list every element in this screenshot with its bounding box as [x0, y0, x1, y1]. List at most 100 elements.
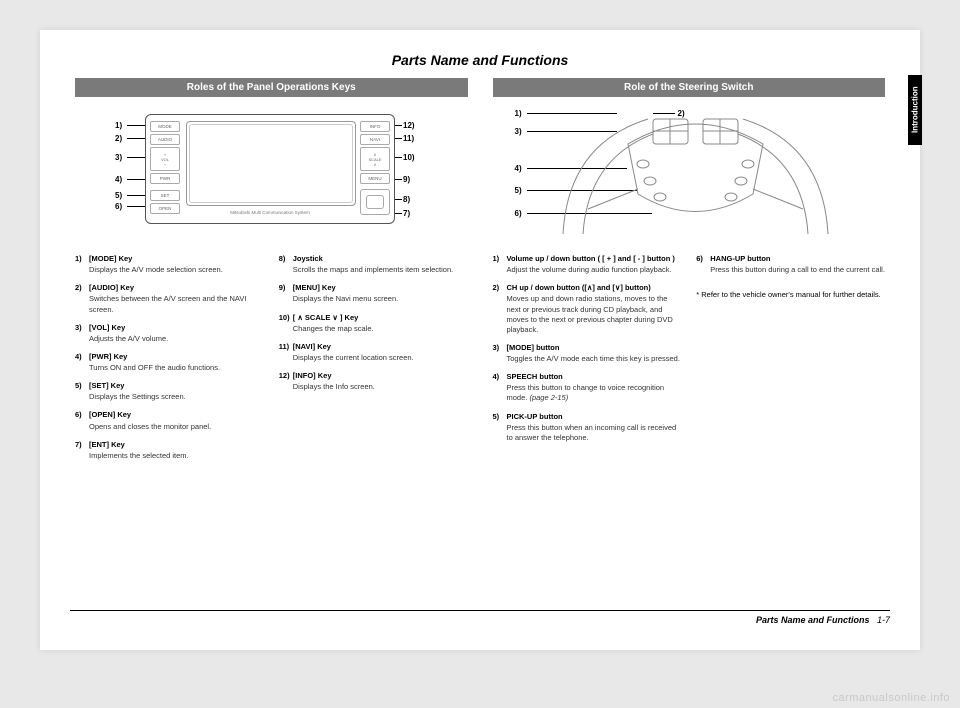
footer-label: Parts Name and Functions: [756, 615, 870, 625]
callout-s3: 3): [515, 127, 522, 136]
section-steering: Role of the Steering Switch 1) 2) 3) 4) …: [493, 78, 886, 469]
desc-item: 8)JoystickScrolls the maps and implement…: [279, 254, 468, 275]
desc-num: 5): [75, 381, 89, 402]
main-columns: Roles of the Panel Operations Keys 1) 2)…: [40, 78, 920, 469]
desc-title: [PWR] Key: [89, 352, 264, 362]
desc-title: [MODE] button: [507, 343, 682, 353]
page: Parts Name and Functions Introduction Ro…: [40, 30, 920, 650]
desc-title: Volume up / down button ( [ + ] and [ - …: [507, 254, 682, 264]
desc-item: 11)[NAVI] KeyDisplays the current locati…: [279, 342, 468, 363]
callout-4: 4): [115, 175, 122, 184]
desc-num: 3): [493, 343, 507, 364]
btn-scale: ∧SCALE∨: [360, 147, 390, 171]
desc-title: [VOL] Key: [89, 323, 264, 333]
footer-page: 1-7: [877, 615, 890, 625]
desc-item: 4)[PWR] KeyTurns ON and OFF the audio fu…: [75, 352, 264, 373]
desc-num: 5): [493, 412, 507, 443]
section-panel-keys: Roles of the Panel Operations Keys 1) 2)…: [75, 78, 468, 469]
desc-text: Press this button during a call to end t…: [710, 265, 885, 275]
desc-body: [MENU] KeyDisplays the Navi menu screen.: [293, 283, 468, 304]
desc-text: Opens and closes the monitor panel.: [89, 422, 264, 432]
callout-s4: 4): [515, 164, 522, 173]
desc-body: HANG-UP buttonPress this button during a…: [710, 254, 885, 275]
callout-s6: 6): [515, 209, 522, 218]
side-tab: Introduction: [908, 75, 922, 145]
desc-body: [MODE] KeyDisplays the A/V mode selectio…: [89, 254, 264, 275]
monitor-screen-inner: [189, 124, 353, 203]
note: * Refer to the vehicle owner's manual fo…: [696, 290, 885, 300]
system-label: Mitsubishi Multi Communication System: [146, 210, 394, 215]
desc-body: JoystickScrolls the maps and implements …: [293, 254, 468, 275]
desc-item: 2)CH up / down button ([∧] and [∨] butto…: [493, 283, 682, 335]
steering-col1: 1)Volume up / down button ( [ + ] and [ …: [493, 254, 682, 451]
desc-title: [AUDIO] Key: [89, 283, 264, 293]
monitor-frame: Mitsubishi Multi Communication System MO…: [145, 114, 395, 224]
page-title: Parts Name and Functions: [40, 30, 920, 78]
desc-body: [NAVI] KeyDisplays the current location …: [293, 342, 468, 363]
desc-num: 3): [75, 323, 89, 344]
desc-body: [MODE] buttonToggles the A/V mode each t…: [507, 343, 682, 364]
desc-title: PICK-UP button: [507, 412, 682, 422]
callout-10: 10): [403, 153, 415, 162]
desc-body: [INFO] KeyDisplays the Info screen.: [293, 371, 468, 392]
desc-item: 2)[AUDIO] KeySwitches between the A/V sc…: [75, 283, 264, 314]
callout-12: 12): [403, 121, 415, 130]
desc-text: Displays the Info screen.: [293, 382, 468, 392]
desc-title: [MENU] Key: [293, 283, 468, 293]
callout-9: 9): [403, 175, 410, 184]
desc-text: Changes the map scale.: [293, 324, 468, 334]
desc-text: Moves up and down radio stations, moves …: [507, 294, 682, 335]
desc-item: 6)[OPEN] KeyOpens and closes the monitor…: [75, 410, 264, 431]
desc-title: [NAVI] Key: [293, 342, 468, 352]
callout-s1: 1): [515, 109, 522, 118]
desc-text: Adjust the volume during audio function …: [507, 265, 682, 275]
desc-num: 2): [493, 283, 507, 335]
btn-mode: MODE: [150, 121, 180, 132]
desc-body: [SET] KeyDisplays the Settings screen.: [89, 381, 264, 402]
desc-item: 7)[ENT] KeyImplements the selected item.: [75, 440, 264, 461]
desc-body: [AUDIO] KeySwitches between the A/V scre…: [89, 283, 264, 314]
desc-num: 1): [75, 254, 89, 275]
desc-item: 5)PICK-UP buttonPress this button when a…: [493, 412, 682, 443]
callout-3: 3): [115, 153, 122, 162]
desc-num: 4): [75, 352, 89, 373]
desc-item: 6)HANG-UP buttonPress this button during…: [696, 254, 885, 275]
watermark: carmanualsonline.info: [832, 692, 950, 704]
btn-audio: AUDIO: [150, 134, 180, 145]
steering-desc-cols: 1)Volume up / down button ( [ + ] and [ …: [493, 254, 886, 451]
desc-body: Volume up / down button ( [ + ] and [ - …: [507, 254, 682, 275]
desc-title: [SET] Key: [89, 381, 264, 391]
steering-wheel: [558, 109, 833, 234]
desc-title: [INFO] Key: [293, 371, 468, 381]
desc-num: 8): [279, 254, 293, 275]
desc-item: 1)[MODE] KeyDisplays the A/V mode select…: [75, 254, 264, 275]
desc-title: [ ∧ SCALE ∨ ] Key: [293, 313, 468, 323]
desc-num: 4): [493, 372, 507, 403]
desc-title: Joystick: [293, 254, 468, 264]
heading-panel-keys: Roles of the Panel Operations Keys: [75, 78, 468, 97]
desc-num: 11): [279, 342, 293, 363]
desc-body: [ENT] KeyImplements the selected item.: [89, 440, 264, 461]
footer: Parts Name and Functions 1-7: [70, 610, 890, 625]
desc-num: 2): [75, 283, 89, 314]
desc-title: [ENT] Key: [89, 440, 264, 450]
callout-s5: 5): [515, 186, 522, 195]
callout-8: 8): [403, 195, 410, 204]
btn-set: SET: [150, 190, 180, 201]
btn-open: OPEN: [150, 203, 180, 214]
desc-body: [ ∧ SCALE ∨ ] KeyChanges the map scale.: [293, 313, 468, 334]
desc-text: Press this button when an incoming call …: [507, 423, 682, 443]
btn-pwr: PWR: [150, 173, 180, 184]
btn-info: INFO: [360, 121, 390, 132]
panel-desc-cols: 1)[MODE] KeyDisplays the A/V mode select…: [75, 254, 468, 469]
desc-num: 10): [279, 313, 293, 334]
desc-item: 5)[SET] KeyDisplays the Settings screen.: [75, 381, 264, 402]
panel-col2: 8)JoystickScrolls the maps and implement…: [279, 254, 468, 469]
panel-col1: 1)[MODE] KeyDisplays the A/V mode select…: [75, 254, 264, 469]
desc-text: Adjusts the A/V volume.: [89, 334, 264, 344]
desc-num: 1): [493, 254, 507, 275]
btn-vol: +VOL−: [150, 147, 180, 171]
callout-11: 11): [403, 134, 414, 143]
panel-diagram: 1) 2) 3) 4) 5) 6) 12) 11) 10) 9) 8) 7): [75, 109, 468, 239]
desc-text: Toggles the A/V mode each time this key …: [507, 354, 682, 364]
